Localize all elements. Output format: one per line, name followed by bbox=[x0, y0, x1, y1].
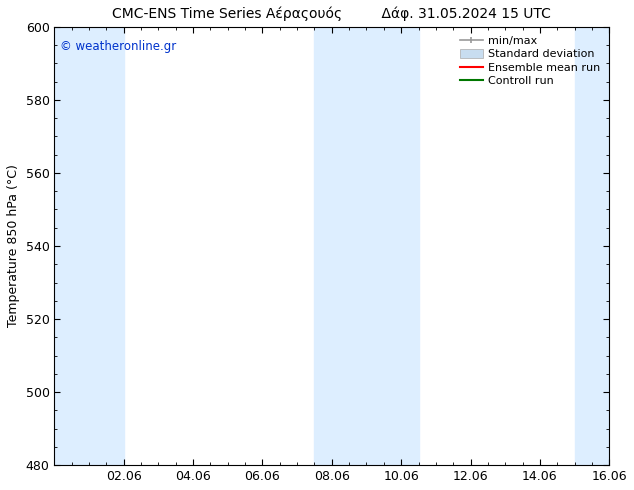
Bar bbox=[366, 27, 418, 465]
Text: © weatheronline.gr: © weatheronline.gr bbox=[60, 40, 176, 53]
Y-axis label: Temperature 850 hPa (°C): Temperature 850 hPa (°C) bbox=[7, 165, 20, 327]
Bar bbox=[574, 27, 609, 465]
Bar bbox=[314, 27, 366, 465]
Title: CMC-ENS Time Series Αέραςουός         Δάφ. 31.05.2024 15 UTC: CMC-ENS Time Series Αέραςουός Δάφ. 31.05… bbox=[112, 7, 551, 22]
Bar bbox=[55, 27, 124, 465]
Legend: min/max, Standard deviation, Ensemble mean run, Controll run: min/max, Standard deviation, Ensemble me… bbox=[457, 32, 604, 90]
